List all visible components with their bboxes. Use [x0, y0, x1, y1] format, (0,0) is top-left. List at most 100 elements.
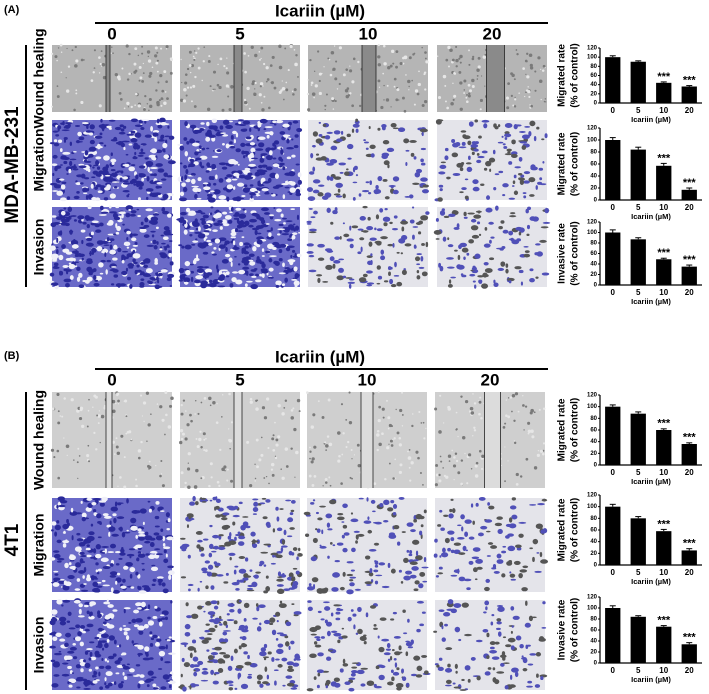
- texture: [242, 209, 245, 211]
- texture: [166, 244, 169, 247]
- texture: [338, 258, 344, 260]
- texture: [77, 478, 78, 479]
- texture: [191, 277, 194, 282]
- texture: [472, 152, 475, 155]
- texture: [319, 134, 323, 137]
- texture: [291, 138, 293, 140]
- x-axis-label: Icariin (µM): [631, 577, 671, 586]
- texture: [178, 244, 182, 246]
- texture: [133, 245, 139, 247]
- texture: [111, 283, 114, 285]
- texture: [405, 243, 412, 246]
- texture: [465, 179, 468, 181]
- texture: [486, 655, 489, 659]
- texture: [130, 439, 132, 441]
- texture: [355, 540, 358, 544]
- texture: [228, 108, 231, 111]
- texture: [202, 668, 207, 671]
- texture: [195, 669, 199, 671]
- texture: [535, 684, 540, 688]
- texture: [158, 273, 163, 276]
- texture: [193, 656, 199, 661]
- texture: [279, 91, 282, 94]
- texture: [329, 500, 336, 505]
- texture: [190, 653, 193, 659]
- texture: [263, 656, 269, 658]
- texture: [268, 107, 271, 110]
- texture: [195, 400, 196, 401]
- texture: [168, 234, 173, 236]
- texture: [500, 220, 504, 223]
- texture: [472, 521, 475, 525]
- texture: [59, 271, 62, 276]
- texture: [132, 259, 136, 263]
- texture: [516, 636, 521, 641]
- texture: [166, 48, 167, 49]
- texture: [274, 669, 279, 671]
- texture: [248, 164, 256, 167]
- texture: [228, 393, 231, 396]
- texture: [115, 171, 119, 173]
- texture: [277, 228, 285, 230]
- texture: [281, 545, 288, 547]
- texture: [146, 268, 153, 273]
- bar: [682, 644, 697, 663]
- texture: [351, 569, 355, 571]
- texture: [150, 193, 158, 197]
- texture: [51, 683, 58, 687]
- texture: [424, 557, 426, 562]
- texture: [293, 266, 297, 271]
- texture: [169, 685, 172, 689]
- texture: [346, 168, 349, 170]
- texture: [228, 159, 236, 164]
- texture: [309, 270, 317, 273]
- texture: [511, 645, 515, 650]
- texture: [97, 246, 103, 251]
- texture: [109, 263, 117, 268]
- texture: [273, 186, 280, 189]
- texture: [229, 687, 233, 690]
- texture: [85, 215, 90, 220]
- texture: [207, 572, 212, 577]
- x-tick-label: 10: [659, 568, 668, 577]
- texture: [511, 411, 513, 413]
- texture: [312, 484, 315, 487]
- texture: [143, 108, 146, 111]
- texture: [277, 516, 280, 521]
- texture: [420, 215, 428, 220]
- texture: [330, 542, 333, 545]
- texture: [126, 102, 129, 105]
- texture: [362, 190, 369, 192]
- texture: [295, 134, 299, 137]
- texture: [180, 642, 188, 645]
- texture: [317, 685, 320, 689]
- texture: [104, 187, 110, 191]
- texture: [450, 277, 456, 279]
- texture: [193, 56, 195, 58]
- texture: [261, 263, 265, 268]
- texture: [418, 411, 420, 413]
- texture: [181, 471, 184, 474]
- texture: [159, 99, 161, 101]
- texture: [115, 403, 116, 404]
- texture: [386, 400, 388, 402]
- micrograph: [437, 45, 547, 112]
- texture: [159, 405, 162, 408]
- texture: [335, 618, 340, 621]
- texture: [224, 240, 230, 244]
- texture: [476, 503, 479, 507]
- texture: [349, 421, 352, 424]
- bar: [656, 627, 671, 663]
- texture: [223, 630, 231, 632]
- texture: [495, 523, 502, 526]
- texture: [392, 243, 394, 248]
- texture: [384, 652, 391, 655]
- y-tick-label: 120: [587, 126, 598, 132]
- texture: [458, 71, 461, 74]
- texture: [102, 126, 105, 131]
- texture: [159, 537, 163, 539]
- texture: [453, 479, 454, 480]
- texture: [94, 283, 100, 287]
- texture: [263, 516, 268, 519]
- texture: [416, 514, 423, 520]
